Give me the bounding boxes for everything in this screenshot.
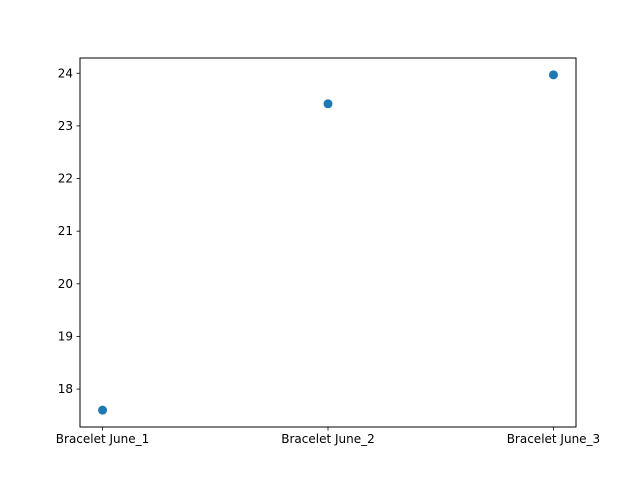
y-tick-label: 23	[58, 119, 73, 133]
data-point	[98, 405, 108, 415]
x-tick-label: Bracelet June_2	[281, 432, 375, 446]
data-point	[548, 70, 558, 80]
x-tick-label: Bracelet June_1	[56, 432, 150, 446]
y-tick-label: 21	[58, 224, 73, 238]
x-tick-label: Bracelet June_3	[507, 432, 601, 446]
plot-frame	[79, 57, 577, 428]
y-tick-label: 18	[58, 382, 73, 396]
y-tick-label: 24	[58, 66, 73, 80]
y-tick-label: 20	[58, 277, 73, 291]
data-point	[323, 99, 333, 109]
y-tick-label: 22	[58, 172, 73, 186]
y-tick-label: 19	[58, 329, 73, 343]
marks-layer: 18 19 20 21 22 23 24 Bracelet June_1 Bracelet Ju…	[56, 66, 600, 446]
